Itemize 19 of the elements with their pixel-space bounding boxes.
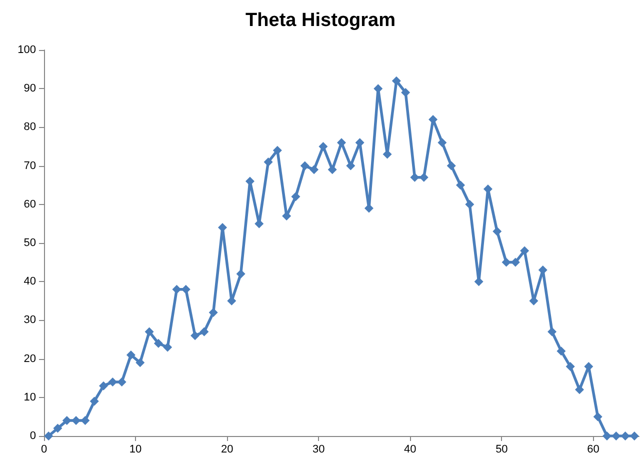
y-tick-label: 50 bbox=[24, 237, 36, 249]
y-tick-label: 60 bbox=[24, 198, 36, 210]
x-tick-label: 30 bbox=[312, 444, 325, 456]
x-tick-label: 20 bbox=[220, 444, 234, 456]
x-tick-label: 60 bbox=[587, 444, 600, 456]
y-tick-label: 30 bbox=[24, 314, 36, 326]
y-tick-label: 70 bbox=[24, 160, 36, 172]
y-tick-label: 0 bbox=[30, 430, 36, 442]
y-tick-label: 80 bbox=[24, 121, 36, 134]
chart-title: Theta Histogram bbox=[246, 10, 396, 31]
x-tick-label: 40 bbox=[404, 444, 416, 456]
y-tick-label: 10 bbox=[24, 391, 36, 404]
y-tick-label: 40 bbox=[24, 276, 36, 288]
x-tick-label: 0 bbox=[40, 444, 48, 456]
x-tick-label: 10 bbox=[129, 444, 142, 456]
y-tick-label: 20 bbox=[24, 352, 36, 365]
y-tick-label: 90 bbox=[24, 82, 36, 95]
y-tick-label: 100 bbox=[18, 44, 36, 56]
x-tick-label: 50 bbox=[496, 444, 508, 456]
